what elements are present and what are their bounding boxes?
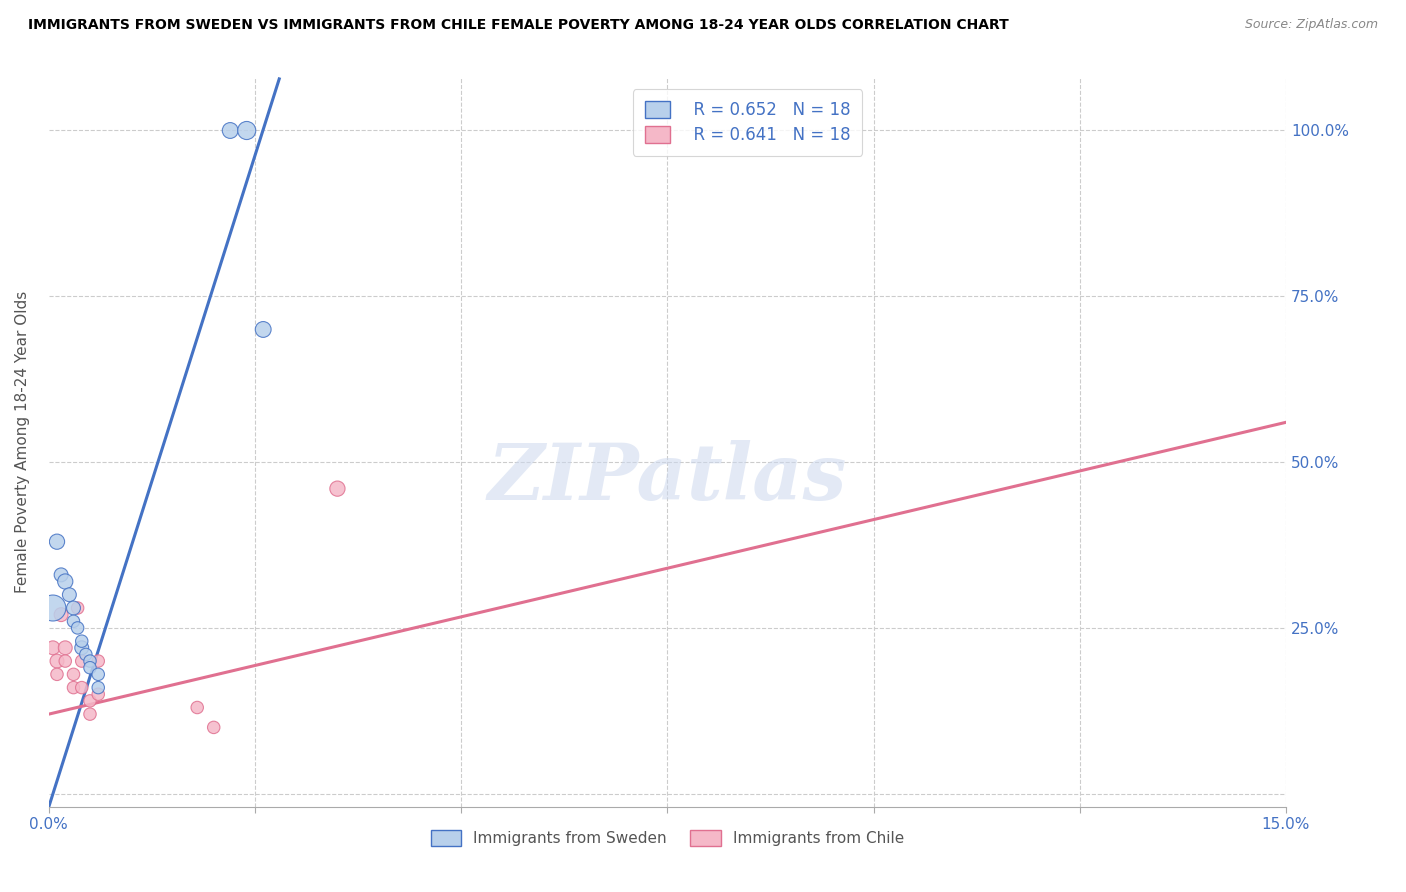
Point [62, 601, 84, 615]
Point [79, 654, 101, 668]
Point [53, 574, 76, 589]
Point [49, 567, 72, 582]
Point [87, 654, 110, 668]
Point [53, 640, 76, 655]
Point [70, 634, 93, 648]
Point [62, 667, 84, 681]
Text: ZIPatlas: ZIPatlas [488, 441, 846, 517]
Point [87, 667, 110, 681]
Point [70, 681, 93, 695]
Point [79, 661, 101, 675]
Point [53, 654, 76, 668]
Point [79, 707, 101, 722]
Point [46, 534, 69, 549]
Point [87, 687, 110, 701]
Point [58, 588, 80, 602]
Point [186, 700, 208, 714]
Text: IMMIGRANTS FROM SWEDEN VS IMMIGRANTS FROM CHILE FEMALE POVERTY AMONG 18-24 YEAR : IMMIGRANTS FROM SWEDEN VS IMMIGRANTS FRO… [28, 18, 1010, 32]
Point [46, 654, 69, 668]
Point [42, 640, 65, 655]
Point [326, 482, 349, 496]
Point [62, 615, 84, 629]
Point [42, 601, 65, 615]
Point [66, 621, 89, 635]
Text: Source: ZipAtlas.com: Source: ZipAtlas.com [1244, 18, 1378, 31]
Point [62, 681, 84, 695]
Point [75, 648, 97, 662]
Point [70, 640, 93, 655]
Point [87, 681, 110, 695]
Point [202, 720, 225, 734]
Point [252, 322, 274, 336]
Point [70, 654, 93, 668]
Legend:   R = 0.652   N = 18,   R = 0.641   N = 18: R = 0.652 N = 18, R = 0.641 N = 18 [633, 89, 862, 156]
Point [46, 667, 69, 681]
Point [49, 607, 72, 622]
Point [66, 601, 89, 615]
Point [235, 123, 257, 137]
Y-axis label: Female Poverty Among 18-24 Year Olds: Female Poverty Among 18-24 Year Olds [15, 291, 30, 593]
Point [219, 123, 242, 137]
Point [79, 694, 101, 708]
